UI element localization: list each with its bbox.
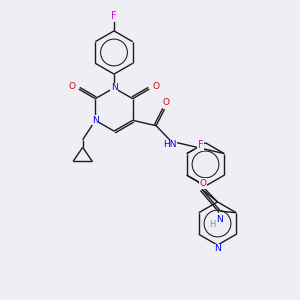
Text: N: N bbox=[214, 244, 221, 253]
Text: O: O bbox=[152, 82, 159, 91]
Text: N: N bbox=[216, 215, 223, 224]
Text: O: O bbox=[69, 82, 76, 91]
Text: H: H bbox=[209, 220, 215, 229]
Text: O: O bbox=[199, 179, 206, 188]
Text: F: F bbox=[198, 140, 203, 150]
Text: HN: HN bbox=[163, 140, 176, 149]
Text: O: O bbox=[163, 98, 170, 107]
Text: N: N bbox=[92, 116, 99, 125]
Text: N: N bbox=[111, 83, 117, 92]
Text: F: F bbox=[111, 11, 117, 22]
